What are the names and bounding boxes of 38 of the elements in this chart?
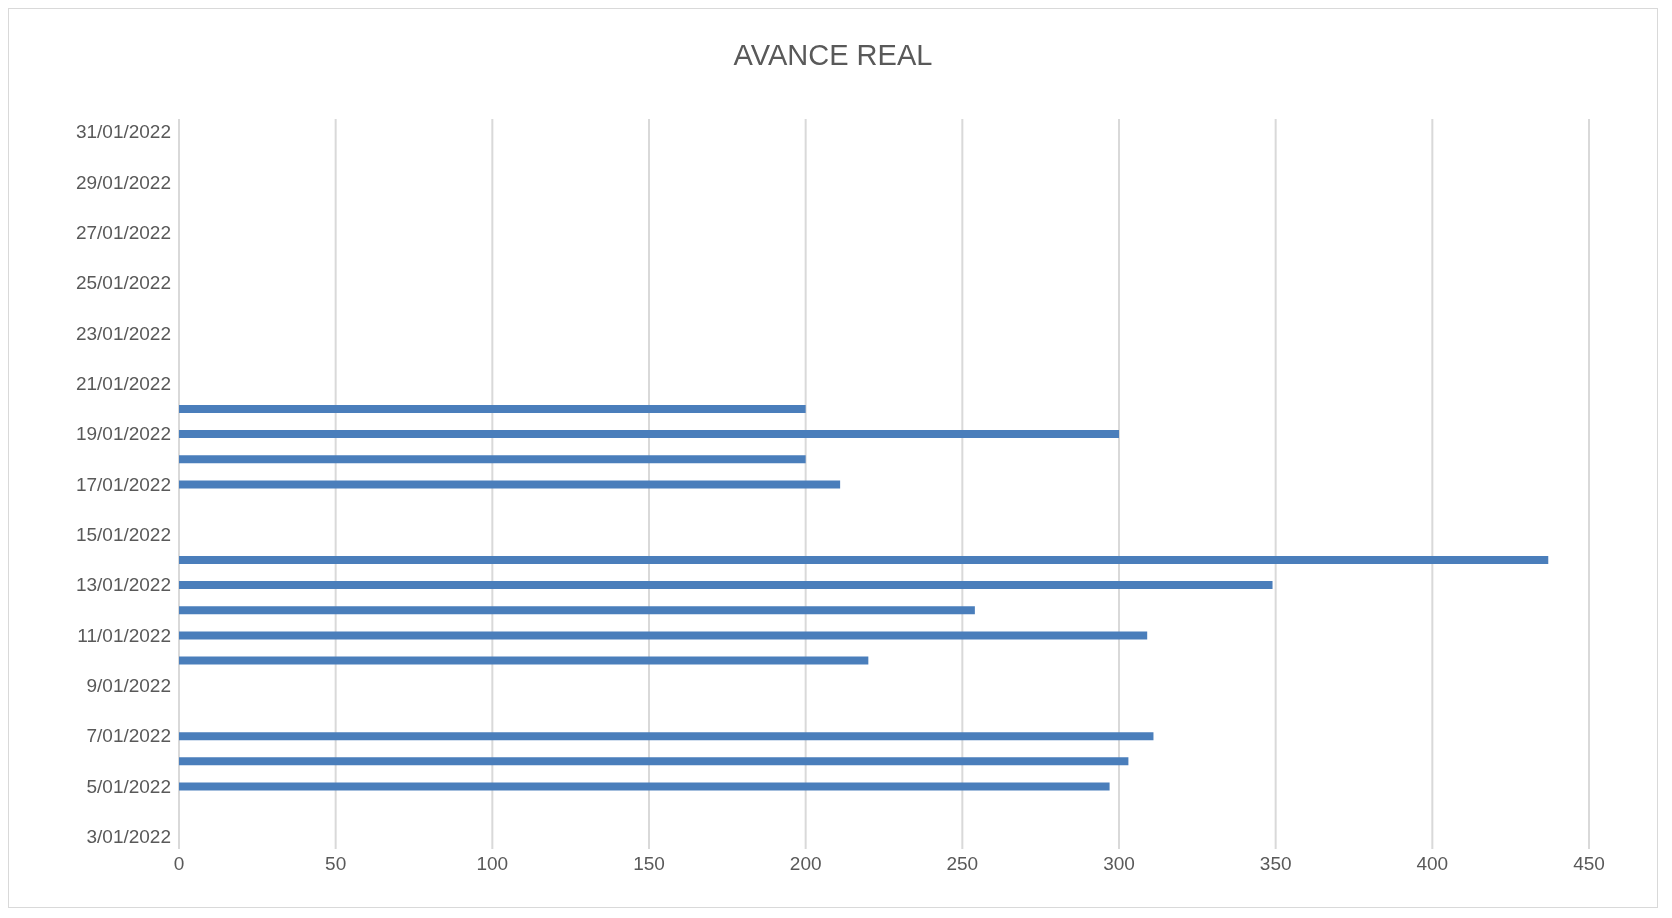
y-tick-label: 19/01/2022: [75, 423, 171, 445]
bar: [179, 455, 806, 464]
bar: [179, 555, 1549, 564]
x-tick-label: 350: [1259, 853, 1292, 875]
y-tick-label: 11/01/2022: [77, 624, 171, 646]
y-tick-label: 7/01/2022: [86, 725, 171, 747]
bar: [179, 581, 1273, 590]
y-tick-label: 9/01/2022: [86, 675, 171, 697]
bar: [179, 757, 1129, 766]
y-tick-label: 29/01/2022: [75, 171, 171, 193]
x-tick-label: 0: [173, 853, 185, 875]
x-tick-label: 150: [633, 853, 665, 875]
y-tick-label: 17/01/2022: [75, 473, 171, 495]
bar: [179, 606, 975, 615]
x-tick-label: 100: [476, 853, 509, 875]
x-tick-label: 200: [789, 853, 822, 875]
y-tick-label: 23/01/2022: [75, 322, 171, 344]
y-tick-label: 27/01/2022: [75, 222, 171, 244]
bar: [179, 656, 869, 665]
y-tick-label: 3/01/2022: [86, 826, 171, 848]
y-tick-label: 21/01/2022: [75, 373, 171, 395]
bar: [179, 480, 841, 489]
bar: [179, 782, 1110, 791]
y-tick-label: 25/01/2022: [75, 272, 171, 294]
x-tick-label: 250: [946, 853, 979, 875]
bar: [179, 404, 806, 413]
bar: [179, 732, 1154, 741]
bar: [179, 631, 1148, 640]
x-tick-label: 50: [325, 853, 347, 875]
x-tick-label: 300: [1103, 853, 1135, 875]
y-tick-label: 15/01/2022: [75, 524, 171, 546]
x-tick-label: 400: [1416, 853, 1449, 875]
chart-title: AVANCE REAL: [732, 38, 934, 73]
y-tick-label: 31/01/2022: [75, 121, 171, 143]
x-tick-label: 450: [1573, 853, 1605, 875]
y-tick-label: 5/01/2022: [86, 775, 171, 797]
bar: [179, 430, 1119, 439]
y-tick-label: 13/01/2022: [75, 574, 171, 596]
